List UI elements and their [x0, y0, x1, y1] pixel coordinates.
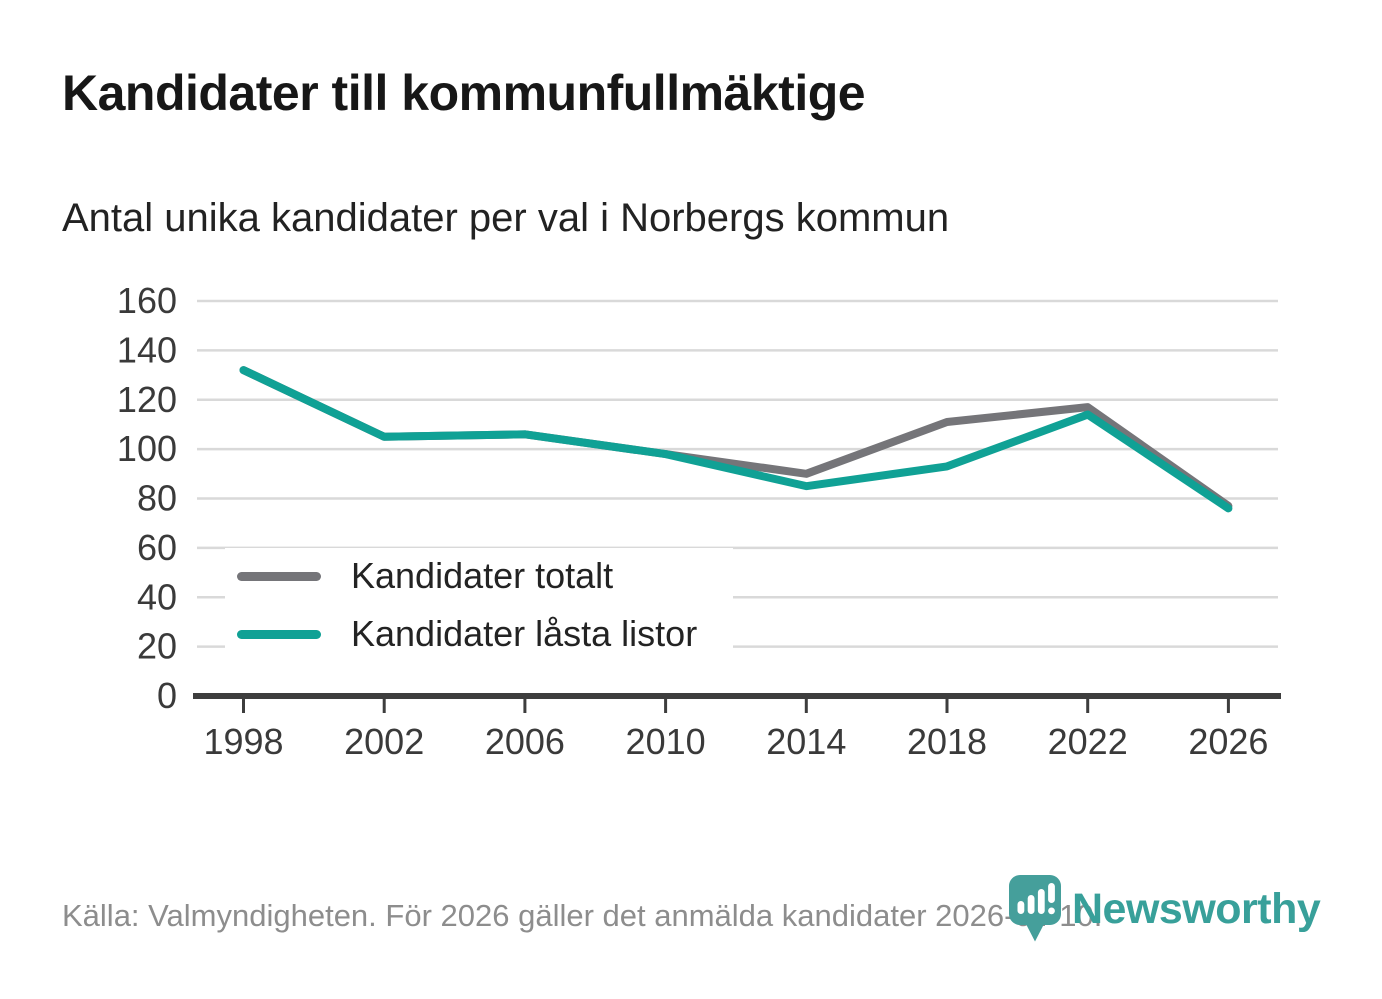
source-note: Källa: Valmyndigheten. För 2026 gäller d… [62, 898, 1103, 933]
svg-text:40: 40 [137, 576, 177, 617]
svg-text:2006: 2006 [485, 721, 565, 762]
svg-text:2010: 2010 [626, 721, 706, 762]
legend-swatch-totalt [237, 571, 321, 581]
legend-item-kandidater-totalt: Kandidater totalt [237, 552, 697, 600]
newsworthy-wordmark: Newsworthy [1072, 884, 1321, 933]
legend-label-lasta-listor: Kandidater låsta listor [351, 613, 698, 654]
svg-text:0: 0 [157, 675, 177, 716]
newsworthy-pin-icon [1009, 875, 1061, 942]
svg-text:20: 20 [137, 626, 177, 667]
svg-text:120: 120 [117, 379, 177, 420]
chart-subtitle: Antal unika kandidater per val i Norberg… [62, 196, 950, 240]
svg-text:2018: 2018 [907, 721, 987, 762]
svg-text:2022: 2022 [1048, 721, 1128, 762]
svg-text:160: 160 [117, 280, 177, 321]
chart-title: Kandidater till kommunfullmäktige [62, 65, 866, 121]
newsworthy-logo: Newsworthy [1008, 874, 1321, 944]
legend-label-totalt: Kandidater totalt [351, 555, 614, 596]
svg-text:100: 100 [117, 428, 177, 469]
legend-item-kandidater-lasta-listor: Kandidater låsta listor [237, 610, 697, 658]
svg-text:2014: 2014 [766, 721, 846, 762]
legend-swatch-lasta-listor [237, 629, 321, 639]
svg-text:80: 80 [137, 478, 177, 519]
chart-legend: Kandidater totalt Kandidater låsta listo… [225, 548, 734, 672]
svg-text:140: 140 [117, 329, 177, 370]
svg-text:2026: 2026 [1188, 721, 1268, 762]
svg-text:1998: 1998 [203, 721, 283, 762]
svg-text:2002: 2002 [344, 721, 424, 762]
svg-text:60: 60 [137, 527, 177, 568]
